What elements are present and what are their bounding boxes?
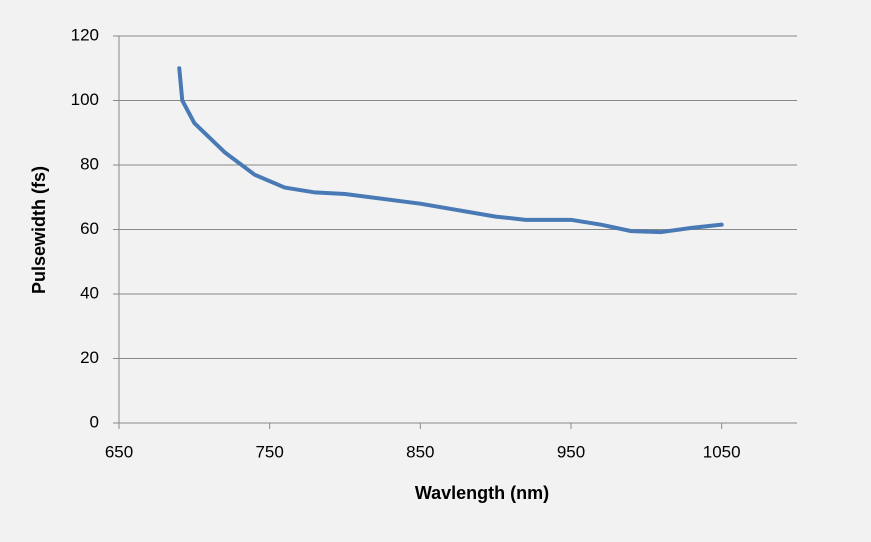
y-tick-label: 80	[80, 154, 99, 173]
x-axis-title: Wavlength (nm)	[415, 483, 549, 503]
y-tick-label: 0	[90, 412, 99, 431]
y-tick-label: 40	[80, 283, 99, 302]
y-axis-title: Pulsewidth (fs)	[29, 166, 49, 294]
x-tick-label: 1050	[703, 442, 741, 461]
y-tick-label: 20	[80, 348, 99, 367]
x-tick-label: 950	[557, 442, 585, 461]
y-tick-label: 120	[71, 25, 99, 44]
y-tick-label: 60	[80, 219, 99, 238]
x-tick-label: 650	[105, 442, 133, 461]
y-tick-label: 100	[71, 90, 99, 109]
x-tick-label: 750	[255, 442, 283, 461]
data-line	[177, 66, 724, 235]
x-tick-label: 850	[406, 442, 434, 461]
